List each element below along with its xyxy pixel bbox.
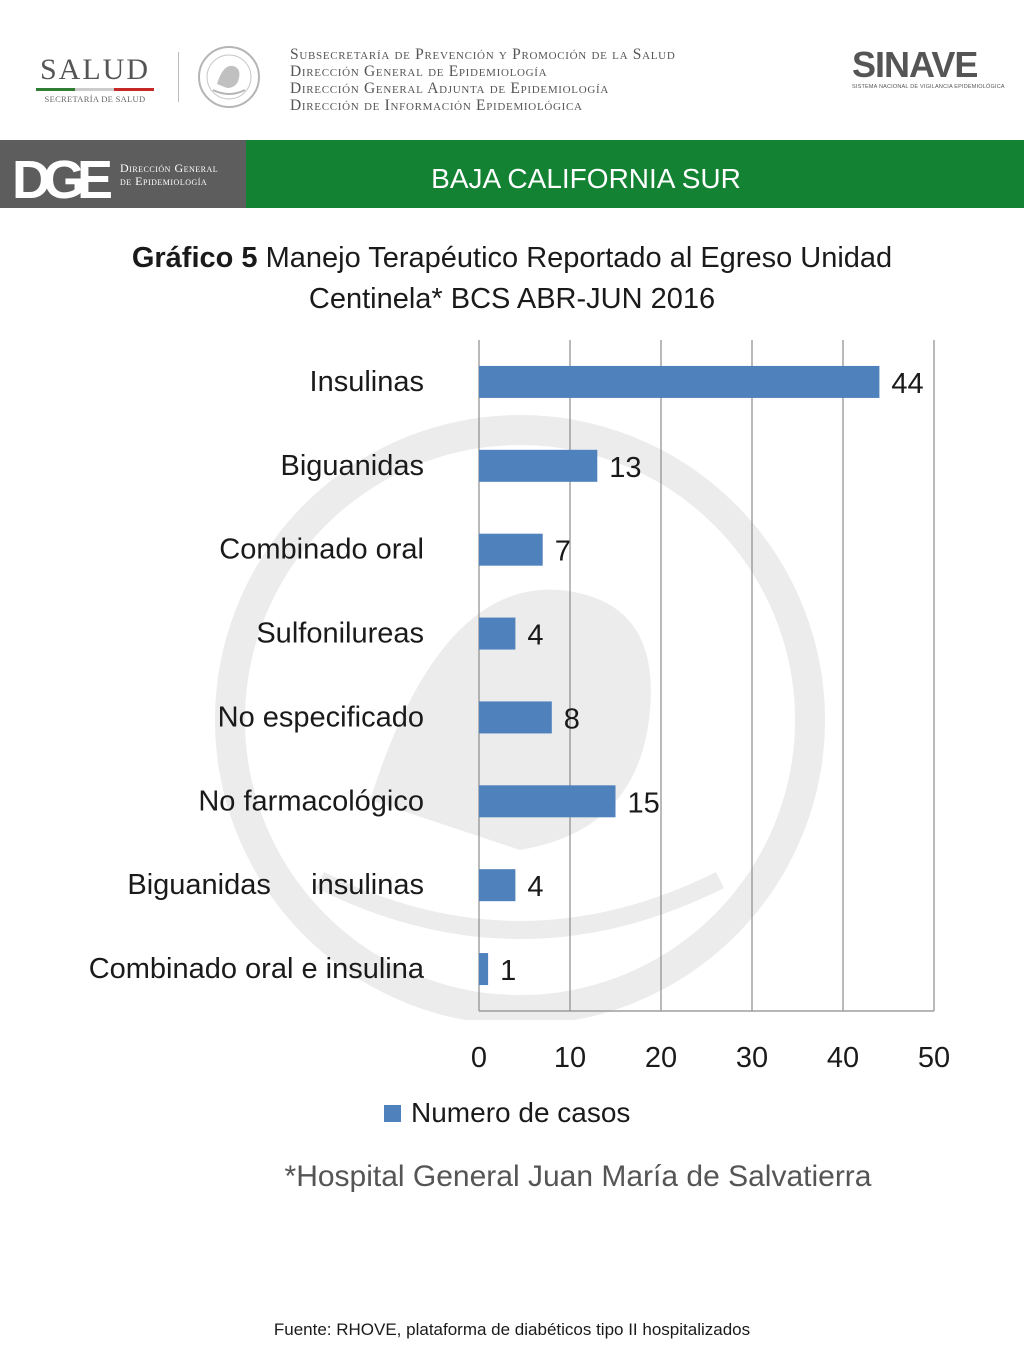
agency-line: Dirección General Adjunta de Epidemiolog… [290,80,610,97]
salud-logo-tricolor-bar [36,88,154,91]
data-label: 8 [564,703,580,735]
category-label: Biguanidas [281,450,425,482]
dge-panel: DGE Dirección General de Epidemiología [0,140,246,208]
bar [479,701,552,734]
sinave-logo-word: SINAVE [852,44,978,85]
category-label: Sulfonilureas [256,618,424,650]
salud-logo-subtitle: SECRETARÍA DE SALUD [44,94,146,104]
data-label: 4 [527,871,543,903]
bar [479,869,516,902]
x-tick-label: 30 [736,1042,768,1074]
chart-title-bold: Gráfico 5 [131,242,258,274]
chart-title: Gráfico 5 Manejo Terapéutico Reportado a… [60,238,964,320]
x-tick-label: 10 [554,1042,586,1074]
legend-label: Numero de casos [411,1097,631,1128]
chart-title-rest: Manejo Terapéutico Reportado al Egreso U… [265,242,893,274]
data-label: 4 [527,620,543,652]
x-tick-label: 20 [645,1042,677,1074]
data-label: 13 [609,452,641,484]
agency-line: Dirección de Información Epidemiológica [290,97,583,114]
bar [479,785,616,818]
x-tick-label: 50 [918,1042,950,1074]
dge-text: Dirección General de Epidemiología [120,162,218,188]
dge-text-line: de Epidemiología [120,174,208,188]
page-header: SALUD SECRETARÍA DE SALUD Subsecretaría … [0,0,1024,140]
category-label: Combinado oral [219,534,424,566]
salud-logo: SALUD SECRETARÍA DE SALUD [30,55,160,104]
salud-logo-word: SALUD [39,53,150,86]
bar [479,953,489,986]
category-label: No especificado [218,701,424,733]
header-divider [178,52,179,102]
x-tick-label: 0 [471,1042,487,1074]
agency-line: Subsecretaría de Prevención y Promoción … [290,46,676,63]
category-label: Insulinas [310,366,424,398]
sinave-logo-subtitle: SISTEMA NACIONAL DE VIGILANCIA EPIDEMIOL… [852,84,1005,90]
mexico-seal-icon [198,46,260,108]
bar [479,449,598,482]
state-panel: BAJA CALIFORNIA SUR [246,140,1024,208]
sinave-logo: SINAVE SISTEMA NACIONAL DE VIGILANCIA EP… [852,44,1005,96]
dge-logo-icon: DGE [12,150,112,203]
category-label: No farmacológico [198,785,424,817]
legend-swatch [384,1104,401,1122]
agency-lines: Subsecretaría de Prevención y Promoción … [290,46,675,114]
source-note: Fuente: RHOVE, plataforma de diabéticos … [273,1320,751,1339]
agency-line: Dirección General de Epidemiología [290,63,548,80]
category-label: Biguanidas insulinas [127,869,424,901]
bar [479,533,543,566]
bar [479,617,516,650]
category-label: Combinado oral e insulina [89,953,425,985]
bar [479,365,880,398]
data-label: 1 [500,955,516,987]
region-banner: DGE Dirección General de Epidemiología B… [0,140,1024,208]
data-label: 15 [628,787,660,819]
chart-title-line2: Centinela* BCS ABR-JUN 2016 [308,283,716,315]
x-tick-label: 40 [827,1042,859,1074]
dge-logo-letters: DGE [12,150,111,203]
dge-text-line: Dirección General [120,161,219,175]
hospital-footnote: *Hospital General Juan María de Salvatie… [284,1160,872,1193]
state-title: BAJA CALIFORNIA SUR [431,163,741,194]
chart-legend: Numero de casos [384,1096,630,1130]
data-label: 44 [891,368,923,400]
data-label: 7 [555,536,571,568]
